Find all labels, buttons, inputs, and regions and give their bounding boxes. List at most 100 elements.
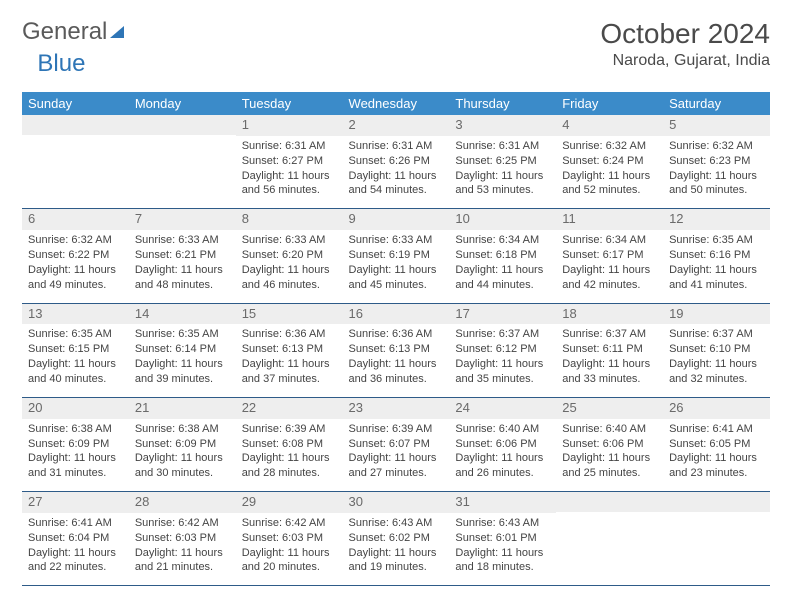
day-number: 26 [663,398,770,419]
calendar-cell: 2Sunrise: 6:31 AMSunset: 6:26 PMDaylight… [343,115,450,209]
calendar-week: 27 Sunrise: 6:41 AMSunset: 6:04 PM Dayligh… [22,492,770,586]
day-number: 18 [556,304,663,325]
calendar-cell: 15Sunrise: 6:36 AMSunset: 6:13 PMDayligh… [236,303,343,397]
day-number: 27 [22,492,129,513]
calendar-cell: 18Sunrise: 6:37 AMSunset: 6:11 PMDayligh… [556,303,663,397]
day-body: Sunrise: 6:43 AMSunset: 6:02 PMDaylight:… [343,513,450,585]
calendar-cell: 7Sunrise: 6:33 AMSunset: 6:21 PMDaylight… [129,209,236,303]
sunset-text: Sunset: 6:17 PM [562,248,657,263]
daylight-text: Daylight: 11 hours and 35 minutes. [455,357,550,387]
day-body: Sunrise: 6:39 AMSunset: 6:08 PMDaylight:… [236,419,343,491]
sunset-text: Sunset: 6:12 PM [455,342,550,357]
day-body: Sunrise: 6:39 AMSunset: 6:07 PMDaylight:… [343,419,450,491]
calendar-cell [556,492,663,586]
day-body: Sunrise: 6:31 AMSunset: 6:26 PMDaylight:… [343,136,450,208]
calendar-cell: 5Sunrise: 6:32 AMSunset: 6:23 PMDaylight… [663,115,770,209]
sunrise-text: Sunrise: 6:38 AM [135,422,230,437]
sunrise-text: Sunrise: 6:33 AM [242,233,337,248]
day-body: Sunrise: 6:42 AMSunset: 6:03 PMDaylight:… [129,513,236,585]
calendar-cell: 4Sunrise: 6:32 AMSunset: 6:24 PMDaylight… [556,115,663,209]
sunrise-text: Sunrise: 6:39 AM [242,422,337,437]
day-number: 22 [236,398,343,419]
daylight-text: Daylight: 11 hours and 18 minutes. [455,546,550,576]
sunset-text: Sunset: 6:20 PM [242,248,337,263]
day-header: Friday [556,92,663,115]
day-number: 17 [449,304,556,325]
day-body: Sunrise: 6:31 AMSunset: 6:25 PMDaylight:… [449,136,556,208]
daylight-text: Daylight: 11 hours and 41 minutes. [669,263,764,293]
sunset-text: Sunset: 6:16 PM [669,248,764,263]
title-block: October 2024 Naroda, Gujarat, India [600,18,770,70]
daylight-text: Daylight: 11 hours and 27 minutes. [349,451,444,481]
day-body: Sunrise: 6:37 AMSunset: 6:12 PMDaylight:… [449,324,556,396]
sunrise-text: Sunrise: 6:42 AM [135,516,230,531]
day-number: 29 [236,492,343,513]
calendar-cell: 10Sunrise: 6:34 AMSunset: 6:18 PMDayligh… [449,209,556,303]
sunset-text: Sunset: 6:11 PM [562,342,657,357]
day-number: 20 [22,398,129,419]
day-body: Sunrise: 6:37 AMSunset: 6:10 PMDaylight:… [663,324,770,396]
daylight-text: Daylight: 11 hours and 54 minutes. [349,169,444,199]
daylight-text: Daylight: 11 hours and 52 minutes. [562,169,657,199]
day-header: Tuesday [236,92,343,115]
sunset-text: Sunset: 6:09 PM [28,437,123,452]
calendar-cell [22,115,129,209]
day-number: 21 [129,398,236,419]
day-header: Monday [129,92,236,115]
sunrise-text: Sunrise: 6:37 AM [455,327,550,342]
sunset-text: Sunset: 6:15 PM [28,342,123,357]
day-number: 24 [449,398,556,419]
day-number: 30 [343,492,450,513]
day-body: Sunrise: 6:36 AMSunset: 6:13 PMDaylight:… [236,324,343,396]
day-body: Sunrise: 6:33 AMSunset: 6:20 PMDaylight:… [236,230,343,302]
day-body: Sunrise: 6:34 AMSunset: 6:18 PMDaylight:… [449,230,556,302]
sunset-text: Sunset: 6:07 PM [349,437,444,452]
day-number: 23 [343,398,450,419]
calendar-cell: 16Sunrise: 6:36 AMSunset: 6:13 PMDayligh… [343,303,450,397]
daylight-text: Daylight: 11 hours and 26 minutes. [455,451,550,481]
day-header: Sunday [22,92,129,115]
sunrise-text: Sunrise: 6:42 AM [242,516,337,531]
sunset-text: Sunset: 6:03 PM [242,531,337,546]
daylight-text: Daylight: 11 hours and 25 minutes. [562,451,657,481]
day-number: 15 [236,304,343,325]
brand-logo: General [22,18,126,46]
calendar-week: 6Sunrise: 6:32 AMSunset: 6:22 PMDaylight… [22,209,770,303]
day-number: 12 [663,209,770,230]
day-body: Sunrise: 6:43 AMSunset: 6:01 PMDaylight:… [449,513,556,585]
day-body: Sunrise: 6:32 AMSunset: 6:22 PMDaylight:… [22,230,129,302]
daylight-text: Daylight: 11 hours and 49 minutes. [28,263,123,293]
sunset-text: Sunset: 6:04 PM [28,531,123,546]
day-body [22,135,129,193]
daylight-text: Daylight: 11 hours and 36 minutes. [349,357,444,387]
day-body: Sunrise: 6:40 AMSunset: 6:06 PMDaylight:… [449,419,556,491]
day-body: Sunrise: 6:40 AMSunset: 6:06 PMDaylight:… [556,419,663,491]
sunset-text: Sunset: 6:24 PM [562,154,657,169]
day-number: 7 [129,209,236,230]
calendar-cell: 19Sunrise: 6:37 AMSunset: 6:10 PMDayligh… [663,303,770,397]
calendar-cell: 20Sunrise: 6:38 AMSunset: 6:09 PMDayligh… [22,397,129,491]
day-body [129,135,236,193]
calendar-week: 13Sunrise: 6:35 AMSunset: 6:15 PMDayligh… [22,303,770,397]
day-number: 31 [449,492,556,513]
sunset-text: Sunset: 6:03 PM [135,531,230,546]
sunrise-text: Sunrise: 6:37 AM [669,327,764,342]
daylight-text: Daylight: 11 hours and 37 minutes. [242,357,337,387]
sunrise-text: Sunrise: 6:35 AM [28,327,123,342]
day-header-row: SundayMondayTuesdayWednesdayThursdayFrid… [22,92,770,115]
day-body: Sunrise: 6:38 AMSunset: 6:09 PMDaylight:… [22,419,129,491]
daylight-text: Daylight: 11 hours and 48 minutes. [135,263,230,293]
calendar-cell: 25Sunrise: 6:40 AMSunset: 6:06 PMDayligh… [556,397,663,491]
day-body: Sunrise: 6:41 AMSunset: 6:05 PMDaylight:… [663,419,770,491]
sunrise-text: Sunrise: 6:39 AM [349,422,444,437]
daylight-text: Daylight: 11 hours and 42 minutes. [562,263,657,293]
triangle-icon [110,26,124,38]
sunrise-text: Sunrise: 6:36 AM [349,327,444,342]
sunrise-text: Sunrise: 6:38 AM [28,422,123,437]
sunrise-text: Sunrise: 6:40 AM [455,422,550,437]
daylight-text: Daylight: 11 hours and 53 minutes. [455,169,550,199]
sunset-text: Sunset: 6:05 PM [669,437,764,452]
day-number: 1 [236,115,343,136]
sunrise-text: Sunrise: 6:41 AM [28,516,123,531]
day-body: Sunrise: 6:31 AMSunset: 6:27 PMDaylight:… [236,136,343,208]
